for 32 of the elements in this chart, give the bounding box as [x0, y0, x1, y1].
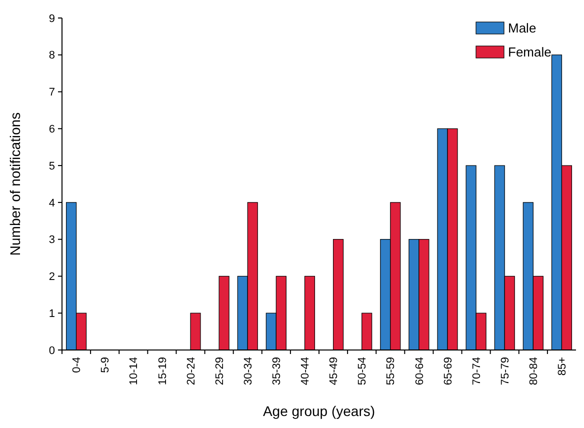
x-tick-label: 0-4	[71, 357, 84, 373]
x-tick-label: 85+	[556, 357, 569, 376]
y-tick-label: 3	[48, 234, 55, 246]
x-tick-label: 45-49	[328, 357, 340, 386]
x-tick-label: 60-64	[414, 357, 426, 386]
y-tick-label: 9	[48, 12, 55, 25]
x-tick-label: 10-14	[128, 357, 140, 386]
y-tick-label: 7	[48, 86, 55, 99]
x-tick-label: 30-34	[242, 357, 254, 386]
x-tick-label: 15-19	[156, 357, 169, 386]
y-tick-label: 5	[48, 160, 55, 172]
x-tick-label: 35-39	[271, 357, 284, 386]
x-tick-label: 70-74	[470, 357, 483, 386]
x-axis-title: Age group (years)	[262, 403, 376, 419]
legend-label: Female	[508, 44, 552, 60]
y-axis-title: Number of notifications	[7, 112, 23, 256]
y-tick-label: 8	[48, 50, 55, 62]
y-tick-label: 6	[48, 124, 55, 136]
x-tick-label: 40-44	[300, 357, 312, 386]
y-tick-label: 0	[48, 344, 55, 357]
y-tick-label: 4	[48, 197, 55, 210]
x-tick-label: 5-9	[100, 357, 112, 373]
y-tick-label: 1	[48, 308, 55, 320]
legend-label: Male	[508, 20, 536, 36]
x-tick-label: 25-29	[214, 357, 226, 386]
x-tick-label: 50-54	[356, 357, 369, 386]
x-tick-label: 75-79	[499, 357, 512, 386]
x-tick-label: 65-69	[442, 357, 454, 386]
x-tick-label: 55-59	[385, 357, 398, 386]
y-tick-label: 2	[48, 271, 55, 284]
x-tick-label: 20-24	[185, 357, 198, 386]
x-tick-label: 80-84	[528, 357, 540, 386]
